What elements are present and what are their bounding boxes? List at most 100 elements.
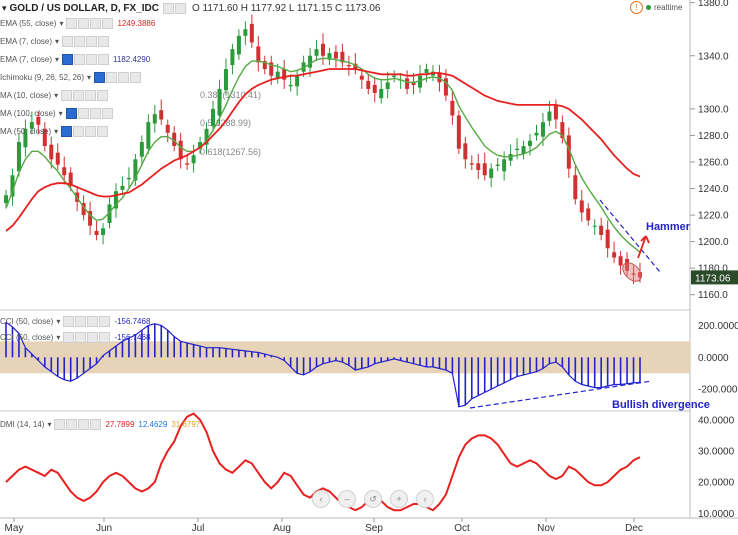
indicator-name[interactable]: Ichimoku (9, 26, 52, 26) (0, 73, 85, 82)
cci-name[interactable]: CCI (50, close) (0, 333, 54, 342)
status-dot-icon (646, 5, 651, 10)
indicator-buttons[interactable] (62, 54, 110, 65)
symbol-title[interactable]: GOLD / US DOLLAR, D, FX_IDC (9, 2, 159, 14)
candle-body (126, 177, 131, 180)
dropdown-icon[interactable]: ▾ (54, 127, 59, 136)
y-tick-label: 1200.0 (698, 237, 729, 248)
indicator-buttons[interactable] (62, 36, 110, 47)
zoom-in-icon[interactable]: + (390, 490, 408, 508)
indicator-buttons[interactable] (94, 72, 142, 83)
candle-body (372, 84, 377, 93)
candle-body (489, 168, 494, 178)
candle-body (321, 43, 325, 56)
zoom-out-icon[interactable]: – (338, 490, 356, 508)
dmi-value-2: 12.4629 (138, 420, 168, 429)
dropdown-icon[interactable]: ▾ (55, 37, 60, 46)
indicator-value: 1182.4290 (113, 55, 151, 64)
dmi-name[interactable]: DMI (14, 14) (0, 420, 45, 429)
ema55-line (5, 68, 641, 232)
fib-label: 0.618(1267.56) (200, 147, 261, 157)
candle-body (236, 35, 241, 55)
candle-body (379, 88, 384, 99)
dmi-line (5, 412, 641, 512)
indicator-name[interactable]: EMA (7, close) (0, 55, 53, 64)
x-tick-label: Jun (96, 523, 112, 534)
x-tick-label: Sep (365, 523, 383, 534)
indicator-name[interactable]: EMA (55, close) (0, 19, 57, 28)
cci-buttons[interactable] (63, 332, 111, 343)
y-tick-label: 1280.0 (698, 131, 729, 142)
candle-body (463, 143, 468, 160)
candle-body (392, 75, 397, 77)
candle-body (314, 49, 319, 56)
candle-body (204, 128, 209, 145)
candle-body (366, 80, 371, 89)
collapse-icon[interactable]: ▾ (2, 2, 7, 13)
candle-body (159, 110, 164, 120)
y-tick-label: 10.0000 (698, 509, 735, 520)
y-tick-label: 1240.0 (698, 184, 729, 195)
up-arrow-icon (637, 235, 650, 259)
candle-body (359, 75, 364, 80)
candle-body (353, 63, 358, 70)
candle-body (502, 159, 507, 172)
scroll-left-icon[interactable]: ‹ (312, 490, 330, 508)
candle-body (521, 146, 526, 154)
candle-body (62, 167, 67, 176)
x-tick-label: Dec (625, 523, 643, 534)
candle-body (482, 163, 487, 176)
dmi-buttons[interactable] (54, 419, 102, 430)
candle-body (217, 88, 222, 116)
candle-body (49, 144, 54, 160)
indicator-name[interactable]: MA (10, close) (0, 91, 52, 100)
candle-body (566, 135, 571, 169)
dropdown-icon[interactable]: ▾ (58, 109, 63, 118)
x-tick-label: May (5, 523, 24, 534)
candle-body (165, 124, 170, 133)
cci-line (5, 321, 641, 408)
cci-name[interactable]: CCI (50, close) (0, 317, 54, 326)
candle-body (36, 116, 41, 125)
visibility-buttons[interactable] (162, 2, 186, 14)
candle-body (178, 140, 183, 160)
candle-body (152, 114, 157, 124)
x-tick-label: Nov (537, 523, 555, 534)
candle-body (625, 258, 630, 271)
indicator-name[interactable]: MA (100, close) (0, 109, 56, 118)
indicator-buttons[interactable] (65, 108, 113, 119)
y-tick-label: 40.0000 (698, 415, 735, 426)
dropdown-icon[interactable]: ▾ (59, 19, 64, 28)
indicator-buttons[interactable] (61, 90, 109, 101)
y-tick-label: -200.0000 (698, 385, 738, 396)
x-tick-label: Oct (454, 523, 470, 534)
clock-icon[interactable]: ! (630, 1, 643, 14)
candle-body (191, 155, 196, 164)
indicator-buttons[interactable] (61, 126, 109, 137)
ohlc-readout: O 1171.60 H 1177.92 L 1171.15 C 1173.06 (191, 2, 381, 14)
cci-buttons[interactable] (63, 316, 111, 327)
reset-icon[interactable]: ↺ (364, 490, 382, 508)
indicator-name[interactable]: MA (50, close) (0, 127, 52, 136)
indicator-row: EMA (7, close) ▾ 1182.4290 (0, 53, 150, 66)
candle-body (256, 46, 261, 63)
last-price-tag (691, 270, 738, 285)
candle-body (560, 122, 565, 139)
indicator-name[interactable]: EMA (7, close) (0, 37, 53, 46)
ema-green-line (5, 57, 641, 253)
candle-body (540, 122, 545, 137)
candle-body (68, 172, 73, 186)
cci-value: -156.7468 (114, 333, 151, 342)
chart-header: ▾ GOLD / US DOLLAR, D, FX_IDC O 1171.60 … (0, 0, 380, 16)
candle-body (23, 128, 28, 148)
indicator-buttons[interactable] (66, 18, 114, 29)
candle-body (346, 65, 351, 67)
dropdown-icon[interactable]: ▾ (87, 73, 92, 82)
bullish-label: Bullish divergence (612, 399, 710, 411)
candle-body (411, 82, 416, 85)
dropdown-icon[interactable]: ▾ (54, 91, 59, 100)
candle-body (586, 208, 591, 221)
candle-body (172, 132, 177, 147)
scroll-right-icon[interactable]: › (416, 490, 434, 508)
dropdown-icon[interactable]: ▾ (55, 55, 60, 64)
